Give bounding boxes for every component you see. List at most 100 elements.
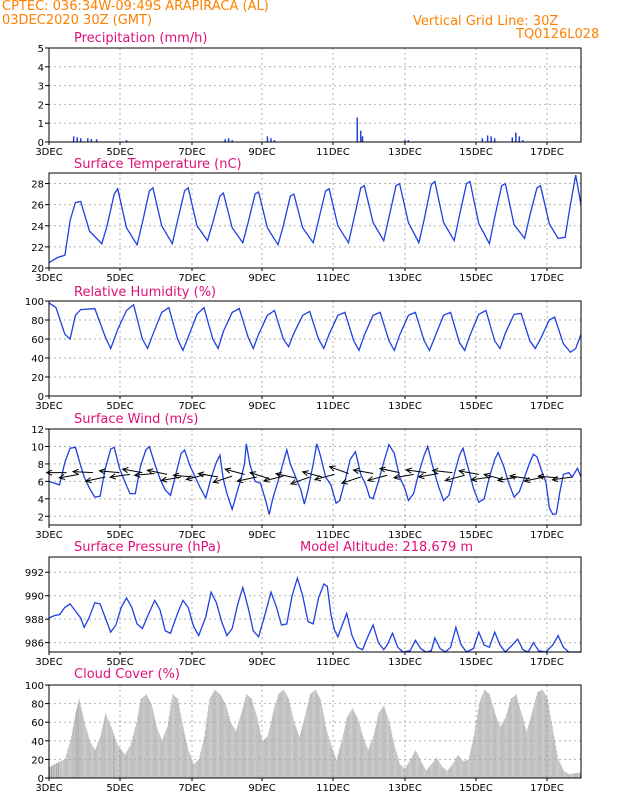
cloud-bar <box>462 761 464 778</box>
cloud-bar <box>113 733 114 778</box>
cloud-bar <box>289 702 291 778</box>
cloud-bar <box>503 720 505 778</box>
cloud-bar <box>208 705 210 778</box>
cloud-bar <box>63 760 64 778</box>
x-tick-label: 5DEC <box>106 783 133 794</box>
cloud-bar <box>245 697 247 778</box>
x-tick-label: 13DEC <box>388 273 422 284</box>
cloud-bar <box>451 765 453 778</box>
cloud-bar <box>326 729 328 778</box>
cloud-bar <box>275 703 276 778</box>
x-tick-label: 7DEC <box>178 783 205 794</box>
cloud-bar <box>305 713 306 778</box>
cloud-bar <box>166 729 167 778</box>
cloud-bar <box>284 691 285 778</box>
cloud-bar <box>231 723 232 778</box>
y-tick-label: 26 <box>31 201 44 212</box>
cloud-bar <box>455 757 457 778</box>
precip-bar <box>231 140 233 142</box>
cloud-bar <box>291 710 292 778</box>
wind-vector-head <box>185 475 193 482</box>
cloud-bar <box>280 691 282 778</box>
cloud-bar <box>425 769 426 778</box>
cloud-bar <box>315 689 316 778</box>
cloud-bar <box>507 711 508 778</box>
x-tick-label: 11DEC <box>316 273 350 284</box>
wind-vector-head <box>98 468 106 475</box>
cloud-bar <box>124 754 126 778</box>
cloud-bar <box>230 722 232 778</box>
cloud-bar <box>358 720 359 778</box>
cloud-bar <box>362 736 364 778</box>
cloud-bar <box>215 690 217 778</box>
cloud-bar <box>186 742 188 778</box>
cloud-bar <box>76 708 78 778</box>
cloud-bar <box>512 697 513 778</box>
cloud-bar <box>228 716 230 778</box>
cloud-bar <box>347 716 349 778</box>
cloud-bar <box>422 764 424 778</box>
cloud-bar <box>92 745 93 778</box>
cloud-bar <box>287 697 289 778</box>
cloud-bar <box>315 691 317 778</box>
cloud-bar <box>368 747 370 778</box>
cloud-bar <box>360 729 362 778</box>
cloud-bar <box>519 706 520 778</box>
wind-vector-head <box>71 468 79 475</box>
cloud-bar <box>175 697 177 778</box>
cloud-bar <box>137 717 138 778</box>
cloud-bar <box>469 755 470 778</box>
cloud-bar <box>71 736 72 778</box>
wind-vector-head <box>352 467 360 474</box>
cloud-bar <box>314 690 315 778</box>
x-tick-label: 5DEC <box>106 273 133 284</box>
cloud-bar <box>377 716 379 778</box>
cloud-bar <box>493 709 495 778</box>
cloud-bar <box>309 694 311 778</box>
cloud-bar <box>465 760 467 778</box>
cloud-bar <box>336 759 337 778</box>
cloud-bar <box>531 712 533 778</box>
y-tick-label: 6 <box>38 477 44 488</box>
wind-vector-head <box>508 473 516 480</box>
y-tick-label: 0 <box>38 392 44 403</box>
cloud-bar <box>573 773 574 778</box>
cloud-bar <box>433 761 434 778</box>
cloud-bar <box>76 710 77 778</box>
cloud-bar <box>165 731 166 778</box>
cloud-bar <box>109 724 111 778</box>
wind-vector-head <box>378 466 386 473</box>
cloud-bar <box>73 722 75 778</box>
cloud-bar <box>222 698 224 778</box>
cloud-bar <box>172 694 173 778</box>
cloud-bar <box>191 759 193 778</box>
cloud-bar <box>396 754 398 778</box>
cloud-bar <box>575 773 576 778</box>
cloud-bar <box>404 768 406 778</box>
cloud-bar <box>454 760 455 778</box>
precip-bar <box>227 138 230 142</box>
y-tick-label: 60 <box>31 718 44 729</box>
cloud-bar <box>492 703 493 778</box>
cloud-bar <box>207 711 209 778</box>
cloud-bar <box>199 755 201 778</box>
cloud-bar <box>60 760 62 778</box>
cloud-bar <box>430 765 431 778</box>
panel-cloud: 0 20 40 60 80 100 3DEC 5DEC 7DEC 9DEC 11DEC 13DEC 15… <box>25 667 582 794</box>
cloud-bar <box>406 765 408 778</box>
x-tick-label: 13DEC <box>388 401 422 412</box>
cloud-bar <box>149 700 151 778</box>
cloud-bar <box>504 719 505 778</box>
cloud-bar <box>518 703 520 778</box>
cloud-bar <box>439 762 440 778</box>
wind-vector-head <box>133 471 141 478</box>
cloud-bar <box>263 739 265 778</box>
wind-vector-shaft <box>225 468 245 475</box>
cloud-bar <box>341 740 343 778</box>
cloud-bar <box>576 773 578 778</box>
cloud-bar <box>232 725 233 778</box>
cloud-bar <box>190 757 192 778</box>
wind-vector-head <box>224 467 232 474</box>
cloud-bar <box>100 736 101 778</box>
cloud-bar <box>141 698 143 778</box>
